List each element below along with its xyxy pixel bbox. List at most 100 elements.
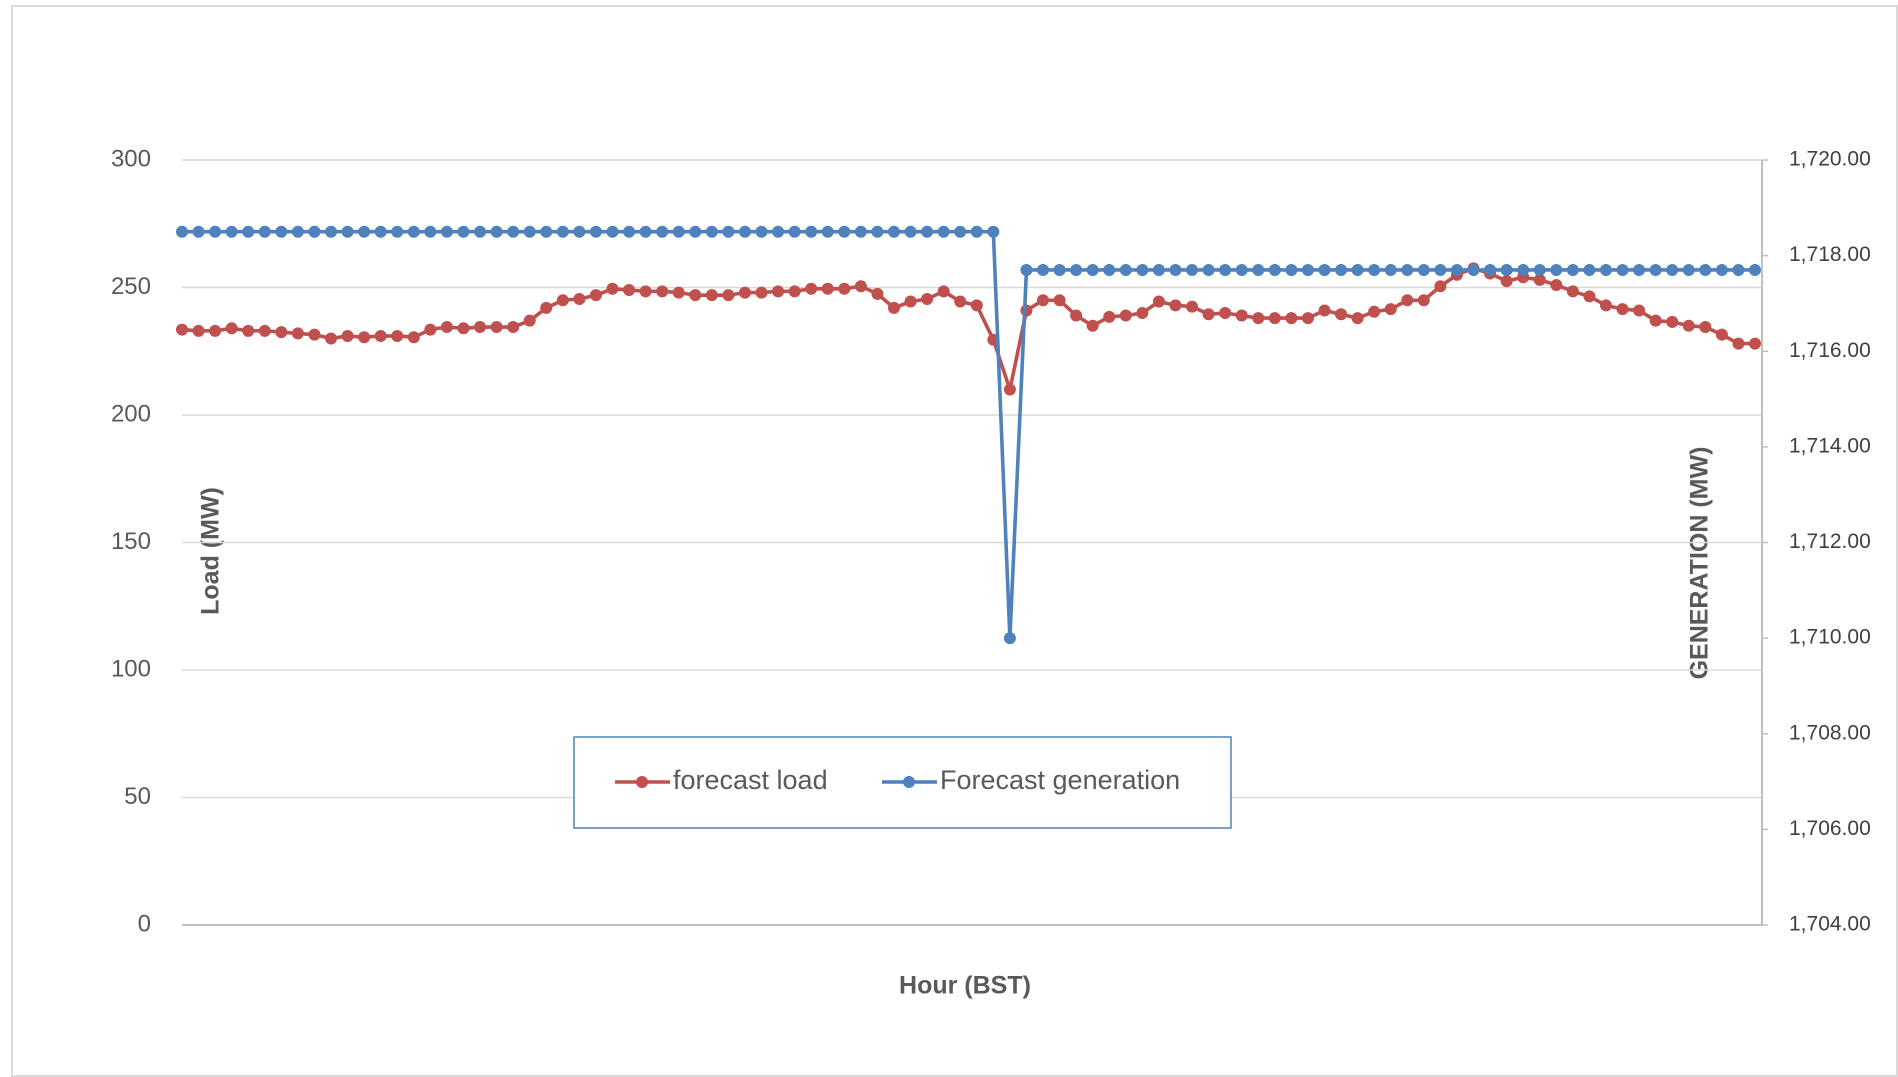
data-point <box>325 225 338 238</box>
data-point <box>1682 319 1695 332</box>
data-point <box>738 286 751 299</box>
data-point <box>1384 263 1397 276</box>
data-point <box>291 327 304 340</box>
data-point <box>854 225 867 238</box>
data-point <box>291 225 304 238</box>
data-point <box>424 225 437 238</box>
data-point <box>225 322 238 335</box>
data-point <box>1401 294 1414 307</box>
data-point <box>1616 263 1629 276</box>
data-point <box>556 294 569 307</box>
data-point <box>1749 337 1761 350</box>
data-point <box>358 225 371 238</box>
data-point <box>507 225 520 238</box>
data-point <box>1318 263 1331 276</box>
y2-tick-label: 1,706.00 <box>1789 817 1871 840</box>
data-point <box>623 284 636 297</box>
data-point <box>540 225 553 238</box>
data-point <box>1268 312 1281 325</box>
data-point <box>1434 280 1447 293</box>
data-point <box>1053 294 1066 307</box>
data-point <box>1749 263 1761 276</box>
data-point <box>1649 263 1662 276</box>
data-point <box>788 285 801 298</box>
data-point <box>490 225 503 238</box>
data-point <box>407 331 420 344</box>
data-point <box>887 301 900 314</box>
data-point <box>1500 275 1513 288</box>
data-point <box>738 225 751 238</box>
y2-tick-label: 1,712.00 <box>1789 530 1871 553</box>
data-point <box>1252 312 1265 325</box>
y2-tick-label: 1,716.00 <box>1789 339 1871 362</box>
data-point <box>1037 263 1050 276</box>
data-point <box>523 225 536 238</box>
data-point <box>1301 263 1314 276</box>
data-point <box>176 225 188 238</box>
data-point <box>507 321 520 334</box>
data-point <box>1715 328 1728 341</box>
data-point <box>772 285 785 298</box>
y-tick-label: 50 <box>124 783 151 810</box>
data-point <box>391 329 404 342</box>
data-point <box>838 225 851 238</box>
data-point <box>1517 263 1530 276</box>
data-point <box>176 323 188 336</box>
data-point <box>457 322 470 335</box>
data-point <box>1335 308 1348 321</box>
data-point <box>1103 310 1116 323</box>
data-point <box>937 285 950 298</box>
data-point <box>540 301 553 314</box>
data-point <box>358 331 371 344</box>
data-point <box>1384 303 1397 316</box>
data-point <box>672 225 685 238</box>
data-point <box>209 225 222 238</box>
data-point <box>1682 263 1695 276</box>
data-point <box>1268 263 1281 276</box>
data-point <box>374 225 387 238</box>
data-point <box>556 225 569 238</box>
data-point <box>1086 319 1099 332</box>
y2-tick-label: 1,710.00 <box>1789 626 1871 649</box>
data-point <box>209 324 222 337</box>
data-point <box>1152 295 1165 308</box>
data-point <box>424 323 437 336</box>
data-point <box>1186 263 1199 276</box>
data-point <box>1219 307 1232 319</box>
data-point <box>970 299 983 312</box>
data-point <box>242 324 255 337</box>
data-point <box>1368 305 1381 318</box>
data-point <box>805 282 818 295</box>
data-point <box>1351 312 1364 325</box>
data-point <box>275 225 288 238</box>
data-point <box>1003 632 1016 645</box>
data-point <box>1467 263 1480 276</box>
y-axis-title: Load (MW) <box>197 487 225 615</box>
data-point <box>573 292 586 305</box>
data-point <box>374 329 387 342</box>
y-tick-label: 0 <box>138 910 151 937</box>
data-point <box>887 225 900 238</box>
y2-tick-label: 1,704.00 <box>1789 913 1871 936</box>
chart-border <box>11 5 1898 1077</box>
data-point <box>937 225 950 238</box>
data-point <box>606 282 619 295</box>
data-point <box>1070 263 1083 276</box>
data-point <box>1417 294 1430 307</box>
data-point <box>341 329 354 342</box>
y-tick-label: 150 <box>111 528 151 555</box>
data-point <box>722 225 735 238</box>
data-point <box>1186 300 1199 313</box>
y-tick-label: 300 <box>111 145 151 172</box>
data-point <box>1699 263 1712 276</box>
data-point <box>1450 263 1463 276</box>
data-point <box>821 282 834 295</box>
data-point <box>1699 321 1712 334</box>
data-point <box>755 286 768 299</box>
data-point <box>1649 314 1662 327</box>
data-point <box>1202 263 1215 276</box>
data-point <box>1285 312 1298 325</box>
data-point <box>440 321 453 334</box>
y2-tick-label: 1,714.00 <box>1789 434 1871 457</box>
